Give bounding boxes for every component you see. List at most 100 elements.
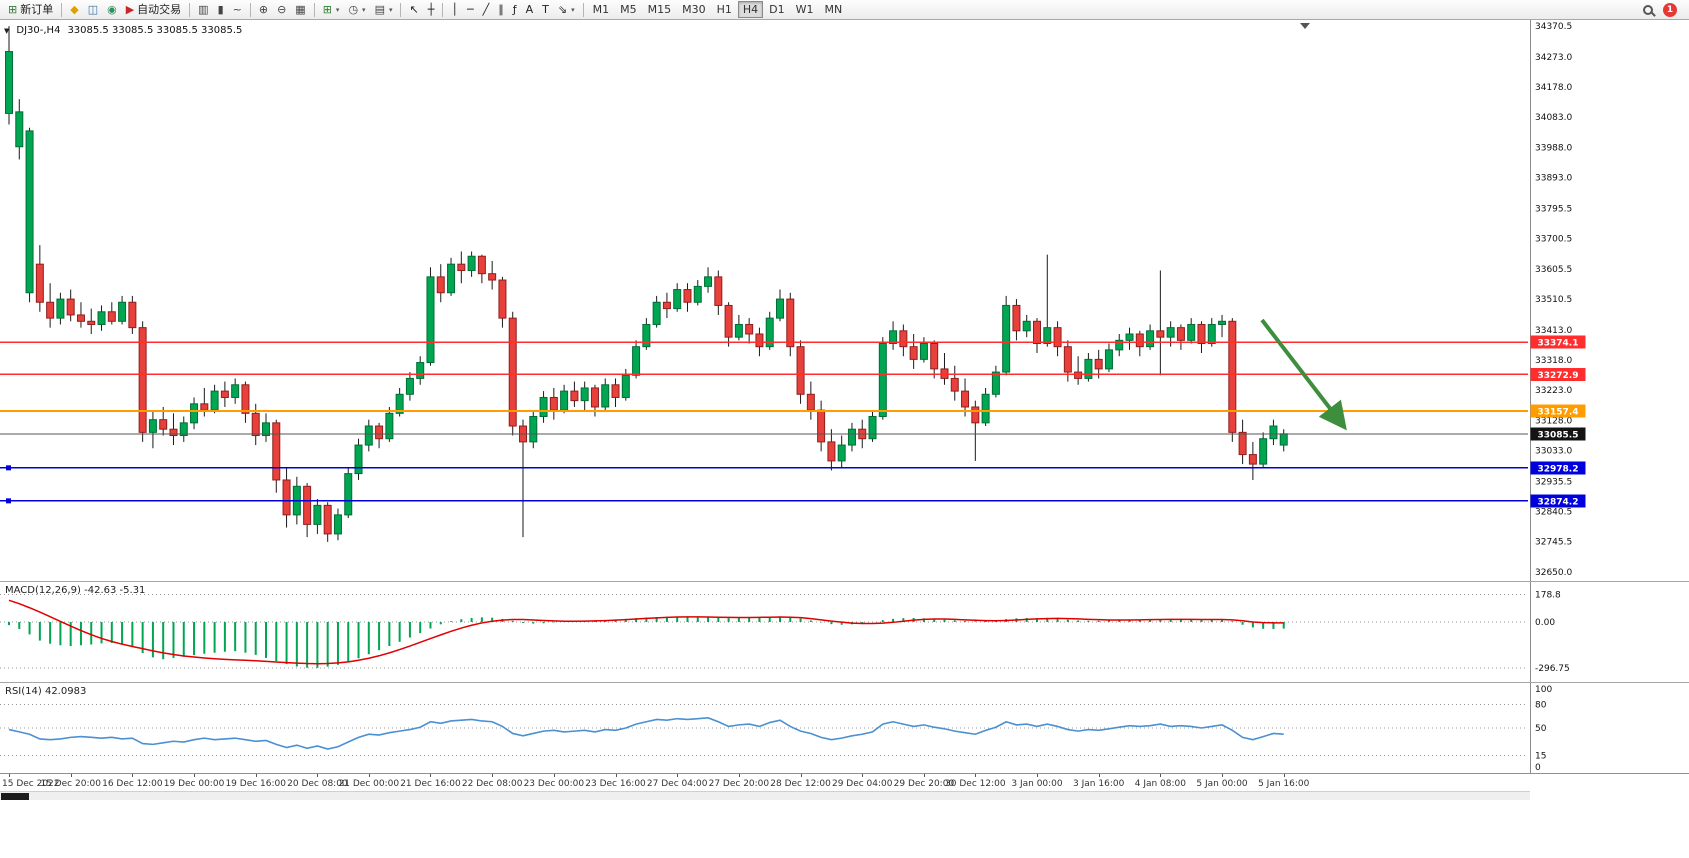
timeframe-m1-button[interactable]: M1 [588, 1, 615, 18]
time-axis: 15 Dec 2022 15 Dec 20:00 16 Dec 12:00 19 De… [0, 773, 1689, 790]
bar-chart-icon: ▥ [198, 3, 209, 16]
toolbar: ⊞ 新订单 ◆ ◫ ◉ ▶ 自动交易 ▥ ▮ ~ ⊕ ⊖ ▦ ⊞ ▾ ◷ ▾ ▤ ▾ ↖ ┼ │ ─ ╱ ∥ ƒ A T ⇘ ▾ M1 M5 M… [0, 0, 1689, 20]
time-axis-tick [368, 774, 370, 777]
time-axis-tick [553, 774, 555, 777]
toolbar-separator [400, 2, 402, 17]
time-axis-tick [677, 774, 679, 777]
profiles-button[interactable]: ◫ [84, 1, 102, 18]
line-chart-button[interactable]: ~ [229, 1, 246, 18]
timeframe-h4-button[interactable]: H4 [737, 1, 764, 18]
chart-shift-marker [1300, 23, 1310, 29]
trendline-button[interactable]: ╱ [479, 1, 494, 18]
periods-button[interactable]: ◷ ▾ [344, 1, 369, 18]
svg-text:32978.2: 32978.2 [1538, 464, 1579, 474]
cursor-button[interactable]: ↖ [405, 1, 422, 18]
svg-text:80: 80 [1535, 701, 1547, 711]
crosshair-button[interactable]: ┼ [424, 1, 439, 18]
arrows-button[interactable]: ⇘ ▾ [554, 1, 579, 18]
hline-33374.1[interactable]: 33374.1 [0, 335, 1586, 349]
templates-button[interactable]: ▤ ▾ [371, 1, 397, 18]
time-axis-tick [1098, 774, 1100, 777]
macd-panel-canvas[interactable]: 178.8 0.00 -296.75 [0, 582, 1689, 682]
tile-windows-icon: ▦ [295, 3, 306, 16]
time-axis-tick [430, 774, 432, 777]
time-axis-tick [800, 774, 802, 777]
time-axis-label: 4 Jan 08:00 [1134, 779, 1186, 789]
hline-33272.9[interactable]: 33272.9 [0, 367, 1586, 381]
time-axis-label: 5 Jan 16:00 [1258, 779, 1310, 789]
zoom-in-icon: ⊕ [258, 3, 269, 16]
svg-text:32935.5: 32935.5 [1535, 477, 1572, 487]
time-axis-tick [615, 774, 617, 777]
hline-33085.5[interactable]: 33085.5 [0, 427, 1586, 441]
svg-text:34370.5: 34370.5 [1535, 22, 1572, 32]
hline-32874.2[interactable]: 32874.2 [0, 494, 1586, 508]
timeframe-m30-button[interactable]: M30 [677, 1, 711, 18]
bar-chart-button[interactable]: ▥ [194, 1, 212, 18]
line-chart-icon: ~ [232, 3, 242, 16]
chart-menu-icon[interactable]: ▼ [4, 26, 10, 35]
new-order-button[interactable]: ⊞ 新订单 [4, 1, 57, 18]
dropdown-arrow-icon: ▾ [335, 5, 340, 14]
svg-text:34273.0: 34273.0 [1535, 53, 1572, 63]
candlestick-chart-button[interactable]: ▮ [214, 1, 228, 18]
zoom-out-button[interactable]: ⊖ [273, 1, 290, 18]
time-axis-label: 5 Jan 00:00 [1196, 779, 1248, 789]
scrollbar-thumb[interactable] [1, 793, 29, 800]
indicators-button[interactable]: ⊞ ▾ [319, 1, 344, 18]
time-axis-tick [9, 774, 10, 777]
timeframe-m30-button-label: M30 [682, 3, 706, 16]
svg-text:33128.0: 33128.0 [1535, 416, 1572, 426]
candlestick-icon: ▮ [217, 3, 224, 16]
trendline-icon: ╱ [482, 3, 490, 16]
channel-icon: ∥ [498, 3, 504, 16]
svg-text:33272.9: 33272.9 [1538, 371, 1579, 381]
rsi-label: RSI(14) 42.0983 [5, 686, 87, 697]
hline-33157.4[interactable]: 33157.4 [0, 404, 1586, 418]
panel-separator [0, 581, 1689, 582]
panel-separator [0, 682, 1689, 683]
price-chart-canvas[interactable]: 34370.5 34273.0 34178.0 34083.0 33988.0 33893… [0, 20, 1689, 581]
svg-text:33157.4: 33157.4 [1538, 407, 1579, 417]
crosshair-icon: ┼ [427, 3, 435, 16]
alerts-button[interactable]: ◉ [103, 1, 121, 18]
timeframe-m15-button[interactable]: M15 [643, 1, 677, 18]
time-axis-label: 15 Dec 20:00 [40, 779, 101, 789]
svg-text:33318.0: 33318.0 [1535, 356, 1572, 366]
rsi-panel-canvas[interactable]: 100 80 50 15 0 [0, 683, 1689, 773]
timeframe-d1-button[interactable]: D1 [764, 1, 789, 18]
hline-32978.2[interactable]: 32978.2 [0, 461, 1586, 475]
svg-text:0: 0 [1535, 763, 1541, 773]
search-icon[interactable] [1643, 4, 1653, 15]
autotrading-button[interactable]: ▶ 自动交易 [122, 1, 185, 18]
vertical-line-button[interactable]: │ [447, 1, 462, 18]
new-order-button-label: 新订单 [20, 3, 54, 16]
label-button[interactable]: T [538, 1, 553, 18]
channel-button[interactable]: ∥ [494, 1, 508, 18]
toolbar-separator [442, 2, 444, 17]
svg-text:33413.0: 33413.0 [1535, 326, 1572, 336]
metaeditor-button[interactable]: ◆ [66, 1, 82, 18]
time-axis-tick [1037, 774, 1038, 777]
zoom-in-button[interactable]: ⊕ [255, 1, 272, 18]
notifications-badge[interactable]: 1 [1663, 2, 1677, 17]
vertical-line-icon: │ [451, 3, 458, 16]
horizontal-scrollbar[interactable] [0, 791, 1530, 800]
time-axis-label: 3 Jan 00:00 [1011, 779, 1063, 789]
timeframe-mn-button-label: MN [824, 3, 843, 16]
horizontal-line-button[interactable]: ─ [463, 1, 478, 18]
timeframe-d1-button-label: D1 [769, 3, 785, 16]
timeframe-h1-button[interactable]: H1 [712, 1, 737, 18]
price-axis: 34370.5 34273.0 34178.0 34083.0 33988.0 33893… [1535, 22, 1572, 578]
trend-arrow-annotation[interactable] [1260, 318, 1347, 431]
timeframe-mn-button[interactable]: MN [819, 1, 847, 18]
text-button[interactable]: A [522, 1, 538, 18]
svg-text:32650.0: 32650.0 [1535, 568, 1572, 578]
toolbar-right: 1 [1643, 2, 1685, 17]
time-axis-label: 29 Dec 20:00 [893, 779, 955, 789]
time-axis-tick [317, 774, 319, 777]
timeframe-w1-button[interactable]: W1 [791, 1, 819, 18]
tile-windows-button[interactable]: ▦ [291, 1, 309, 18]
fibonacci-button[interactable]: ƒ [509, 1, 521, 18]
timeframe-m5-button[interactable]: M5 [615, 1, 642, 18]
